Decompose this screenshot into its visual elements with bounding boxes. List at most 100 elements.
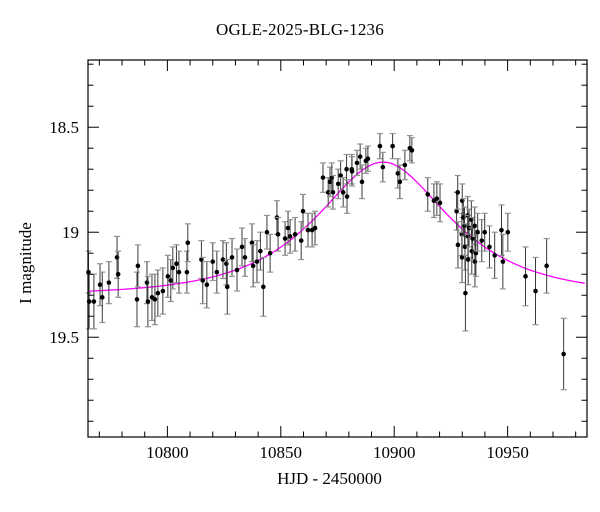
data-point [523, 274, 528, 279]
data-point [479, 238, 485, 243]
data-point [267, 250, 273, 256]
data-point [224, 261, 229, 267]
data-point [250, 263, 256, 269]
data-point [242, 255, 248, 260]
data-point [492, 253, 497, 258]
data-point [155, 290, 161, 296]
data-point [473, 250, 479, 256]
data-point [340, 190, 346, 195]
data-point [561, 351, 566, 357]
data-point [144, 280, 150, 285]
data-point [357, 154, 363, 159]
data-point [264, 229, 270, 235]
data-point [170, 265, 176, 271]
data-point [397, 179, 403, 185]
data-point [204, 282, 210, 288]
data-point [459, 255, 465, 260]
data-point [475, 229, 480, 235]
data-point [275, 232, 281, 237]
data-point [465, 257, 471, 262]
data-point [472, 259, 478, 264]
data-point [437, 200, 443, 206]
data-point [395, 171, 401, 176]
data-point [390, 143, 395, 149]
data-point [544, 263, 549, 269]
data-point [377, 143, 383, 149]
data-point [258, 248, 263, 254]
data-point [487, 244, 492, 250]
data-point [176, 269, 182, 275]
data-point [354, 160, 360, 166]
chart-title: OGLE-2025-BLG-1236 [216, 20, 384, 39]
data-point [305, 227, 311, 233]
data-point [454, 208, 459, 214]
data-point [359, 179, 365, 185]
data-point [380, 164, 386, 170]
data-point [500, 259, 506, 264]
data-point [249, 240, 255, 246]
data-point [499, 227, 504, 233]
data-point [463, 290, 468, 296]
data-point [99, 295, 105, 300]
data-point [434, 196, 440, 201]
data-point [292, 232, 298, 237]
x-tick-label: 10800 [146, 443, 189, 462]
data-point [261, 284, 266, 290]
data-point [220, 257, 226, 262]
x-tick-label: 10950 [486, 443, 529, 462]
data-point [455, 190, 461, 195]
data-point [470, 236, 475, 241]
data-point [335, 181, 341, 187]
data-point [455, 242, 461, 248]
data-point [327, 179, 333, 185]
data-point [134, 297, 140, 302]
data-point [239, 244, 245, 250]
data-point [300, 208, 306, 214]
data-point [409, 148, 415, 153]
data-point [325, 190, 331, 195]
data-point [312, 225, 318, 231]
data-point [165, 274, 171, 279]
data-point [425, 192, 431, 197]
data-point [214, 269, 220, 275]
data-point [469, 248, 475, 254]
data-point [185, 240, 191, 246]
data-point [402, 162, 408, 168]
data-point [282, 236, 288, 241]
plot-frame [87, 59, 588, 438]
data-point [210, 259, 216, 264]
data-point [160, 288, 166, 294]
data-point [91, 299, 97, 304]
x-tick-label: 10900 [373, 443, 416, 462]
data-point [115, 271, 121, 277]
data-point [365, 156, 371, 162]
y-tick-label: 19.5 [49, 328, 79, 347]
data-point [106, 280, 112, 285]
data-point [234, 267, 240, 273]
data-point [285, 225, 291, 231]
data-point [200, 278, 206, 283]
data-point [349, 169, 355, 174]
data-point [184, 269, 190, 275]
data-point [152, 297, 158, 302]
x-tick-label: 10850 [260, 443, 303, 462]
data-point [97, 282, 103, 288]
data-point [168, 278, 174, 283]
data-point [174, 261, 179, 267]
data-point [145, 299, 151, 304]
data-point [287, 234, 293, 239]
data-point [505, 229, 511, 235]
data-point [482, 229, 488, 235]
data-point [472, 223, 478, 229]
data-point [135, 263, 141, 269]
data-point [254, 259, 260, 264]
x-axis-label: HJD - 2450000 [277, 469, 382, 488]
data-point [229, 255, 235, 260]
data-point [224, 284, 230, 290]
data-point [330, 190, 336, 195]
data-point [533, 288, 538, 294]
data-point [338, 173, 343, 178]
data-point [344, 194, 350, 199]
